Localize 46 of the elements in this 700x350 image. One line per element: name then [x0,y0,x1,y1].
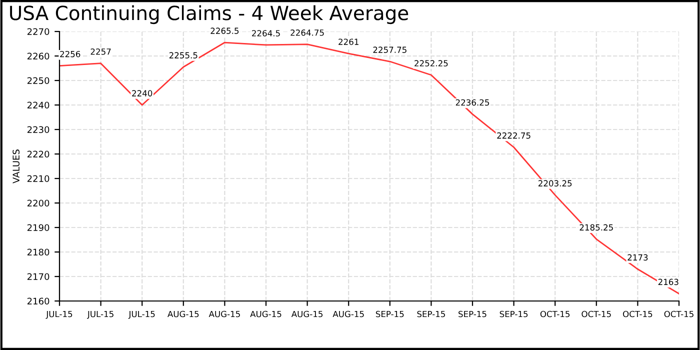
data-label: 2173 [628,254,648,261]
data-label: 2264.75 [290,30,324,36]
data-label: 2163 [658,278,678,286]
data-label: 2240 [132,90,152,96]
x-tick-label: OCT-15 [623,310,652,318]
data-label: 2261 [338,38,358,45]
x-tick-label: JUL-15 [46,310,72,319]
data-label: 2257.75 [373,46,406,53]
data-label: 2255.5 [169,52,198,58]
data-label: 2257 [90,48,111,55]
data-label: 2264.5 [252,30,280,36]
y-tick-label: 2270 [27,28,50,36]
x-tick-label: AUG-15 [291,310,323,318]
y-tick-label: 2240 [27,102,50,109]
data-label: 2265.5 [210,28,239,34]
x-tick-label: AUG-15 [168,310,199,318]
y-tick-label: 2250 [27,77,50,84]
y-tick-label: 2190 [27,224,50,232]
x-tick-label: SEP-15 [376,310,404,318]
y-tick-label: 2160 [27,298,50,305]
y-tick-label: 2220 [27,150,50,158]
data-label: 2256 [60,50,80,58]
x-tick-label: OCT-15 [664,310,694,318]
chart-title: USA Continuing Claims - 4 Week Average [10,5,408,24]
x-tick-label: JUL-15 [128,310,155,319]
y-tick-label: 2200 [27,200,50,207]
x-tick-label: JUL-15 [87,310,114,319]
y-axis-title: VALUES [12,150,20,184]
x-tick-label: SEP-15 [500,310,528,318]
x-tick-label: SEP-15 [458,310,486,318]
y-tick-label: 2210 [27,175,50,182]
y-tick-label: 2260 [27,52,50,60]
x-tick-label: AUG-15 [208,310,240,318]
y-tick-label: 2180 [27,248,50,256]
x-tick-label: OCT-15 [582,310,611,318]
data-label: 2252.25 [414,60,448,66]
y-tick-label: 2170 [27,273,50,280]
y-tick-label: 2230 [27,126,50,134]
data-label: 2236.25 [456,99,489,106]
x-tick-label: AUG-15 [332,310,364,318]
data-label: 2222.75 [497,132,530,139]
x-tick-label: OCT-15 [540,310,570,318]
x-tick-label: AUG-15 [250,310,282,318]
x-tick-label: SEP-15 [417,310,445,318]
data-label: 2203.25 [538,180,572,186]
data-label: 2185.25 [580,224,613,231]
